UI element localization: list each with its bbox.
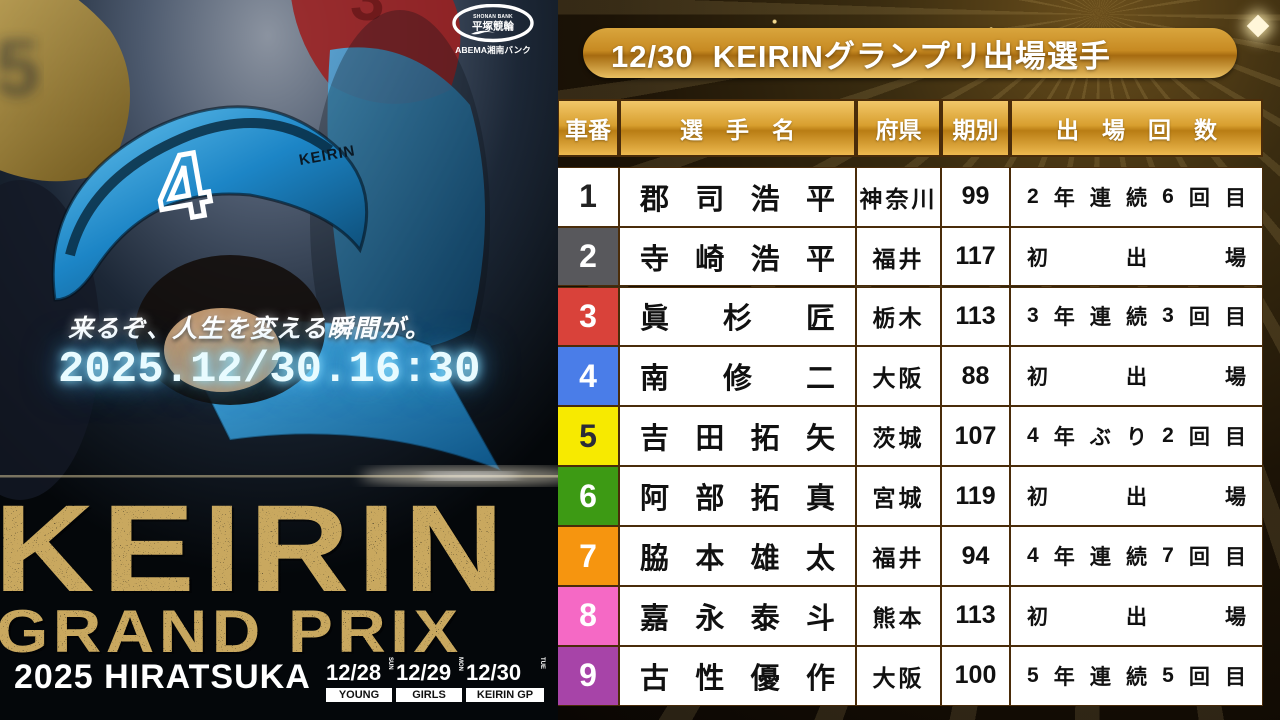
svg-text:ABEMA湘南バンク: ABEMA湘南バンク [455, 44, 531, 55]
svg-text:SHONAN BANK: SHONAN BANK [473, 14, 513, 20]
svg-text:平塚競輪: 平塚競輪 [472, 20, 514, 33]
svg-text:5: 5 [0, 23, 40, 112]
